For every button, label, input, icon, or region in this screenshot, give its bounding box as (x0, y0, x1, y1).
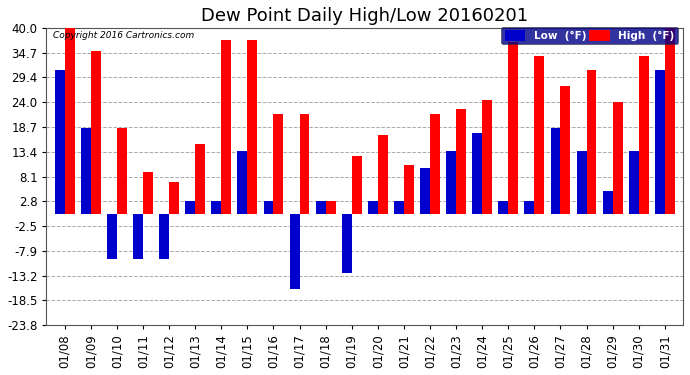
Text: Copyright 2016 Cartronics.com: Copyright 2016 Cartronics.com (53, 31, 194, 40)
Bar (352, 156, 362, 214)
Bar (273, 114, 284, 214)
Bar (639, 56, 649, 214)
Bar (316, 201, 326, 214)
Bar (143, 172, 153, 214)
Bar (133, 214, 143, 258)
Bar (577, 152, 586, 214)
Bar (482, 100, 492, 214)
Bar (107, 214, 117, 258)
Bar (55, 70, 65, 214)
Bar (290, 214, 299, 289)
Bar (446, 152, 456, 214)
Bar (498, 201, 509, 214)
Bar (602, 191, 613, 214)
Bar (81, 128, 91, 214)
Bar (169, 182, 179, 214)
Bar (655, 70, 664, 214)
Bar (195, 144, 205, 214)
Bar (456, 110, 466, 214)
Bar (65, 28, 75, 214)
Bar (664, 28, 675, 214)
Bar (299, 114, 309, 214)
Bar (91, 51, 101, 214)
Legend: Low  (°F), High  (°F): Low (°F), High (°F) (502, 27, 678, 44)
Bar (613, 102, 622, 214)
Bar (534, 56, 544, 214)
Bar (247, 39, 257, 214)
Bar (326, 201, 335, 214)
Bar (211, 201, 221, 214)
Bar (509, 42, 518, 214)
Title: Dew Point Daily High/Low 20160201: Dew Point Daily High/Low 20160201 (201, 7, 529, 25)
Bar (368, 201, 378, 214)
Bar (394, 201, 404, 214)
Bar (404, 165, 414, 214)
Bar (586, 70, 596, 214)
Bar (472, 133, 482, 214)
Bar (237, 152, 247, 214)
Bar (117, 128, 127, 214)
Bar (629, 152, 639, 214)
Bar (342, 214, 352, 273)
Bar (524, 201, 534, 214)
Bar (560, 86, 571, 214)
Bar (551, 128, 560, 214)
Bar (221, 39, 231, 214)
Bar (264, 201, 273, 214)
Bar (430, 114, 440, 214)
Bar (420, 168, 430, 214)
Bar (186, 201, 195, 214)
Bar (159, 214, 169, 258)
Bar (378, 135, 388, 214)
